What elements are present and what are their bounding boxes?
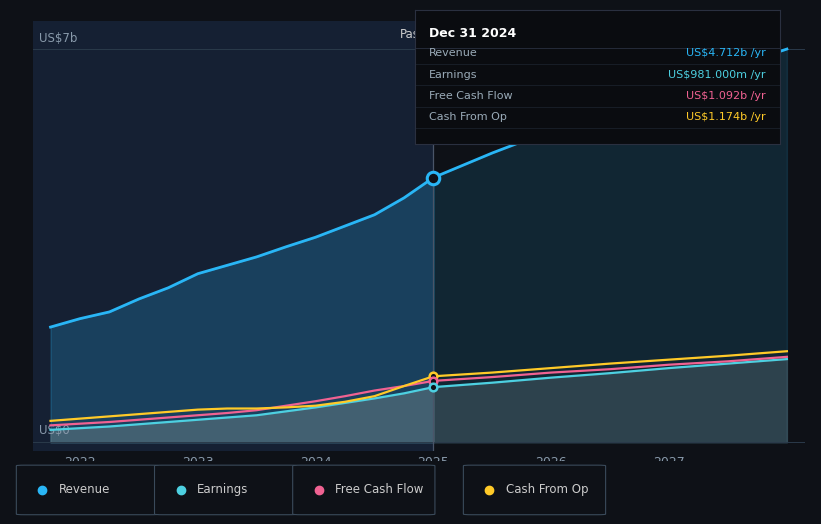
Bar [433, 21, 805, 451]
Text: Past: Past [399, 28, 424, 41]
Text: US$7b: US$7b [39, 31, 77, 45]
Text: Revenue: Revenue [429, 48, 478, 58]
Text: Cash From Op: Cash From Op [429, 112, 507, 123]
FancyBboxPatch shape [292, 465, 435, 515]
Text: Free Cash Flow: Free Cash Flow [335, 484, 424, 496]
Text: US$0: US$0 [39, 423, 70, 436]
Text: Dec 31 2024: Dec 31 2024 [429, 27, 516, 39]
Text: US$981.000m /yr: US$981.000m /yr [667, 70, 765, 80]
Text: Earnings: Earnings [429, 70, 478, 80]
Text: US$1.092b /yr: US$1.092b /yr [686, 91, 765, 101]
FancyBboxPatch shape [463, 465, 606, 515]
Bar [33, 21, 433, 451]
Text: Cash From Op: Cash From Op [506, 484, 588, 496]
Text: US$1.174b /yr: US$1.174b /yr [686, 112, 765, 123]
Text: US$4.712b /yr: US$4.712b /yr [686, 48, 765, 58]
FancyBboxPatch shape [16, 465, 158, 515]
Text: Revenue: Revenue [58, 484, 110, 496]
Text: Free Cash Flow: Free Cash Flow [429, 91, 513, 101]
FancyBboxPatch shape [154, 465, 296, 515]
Text: Earnings: Earnings [197, 484, 248, 496]
Text: Analysts Forecasts: Analysts Forecasts [443, 28, 553, 41]
